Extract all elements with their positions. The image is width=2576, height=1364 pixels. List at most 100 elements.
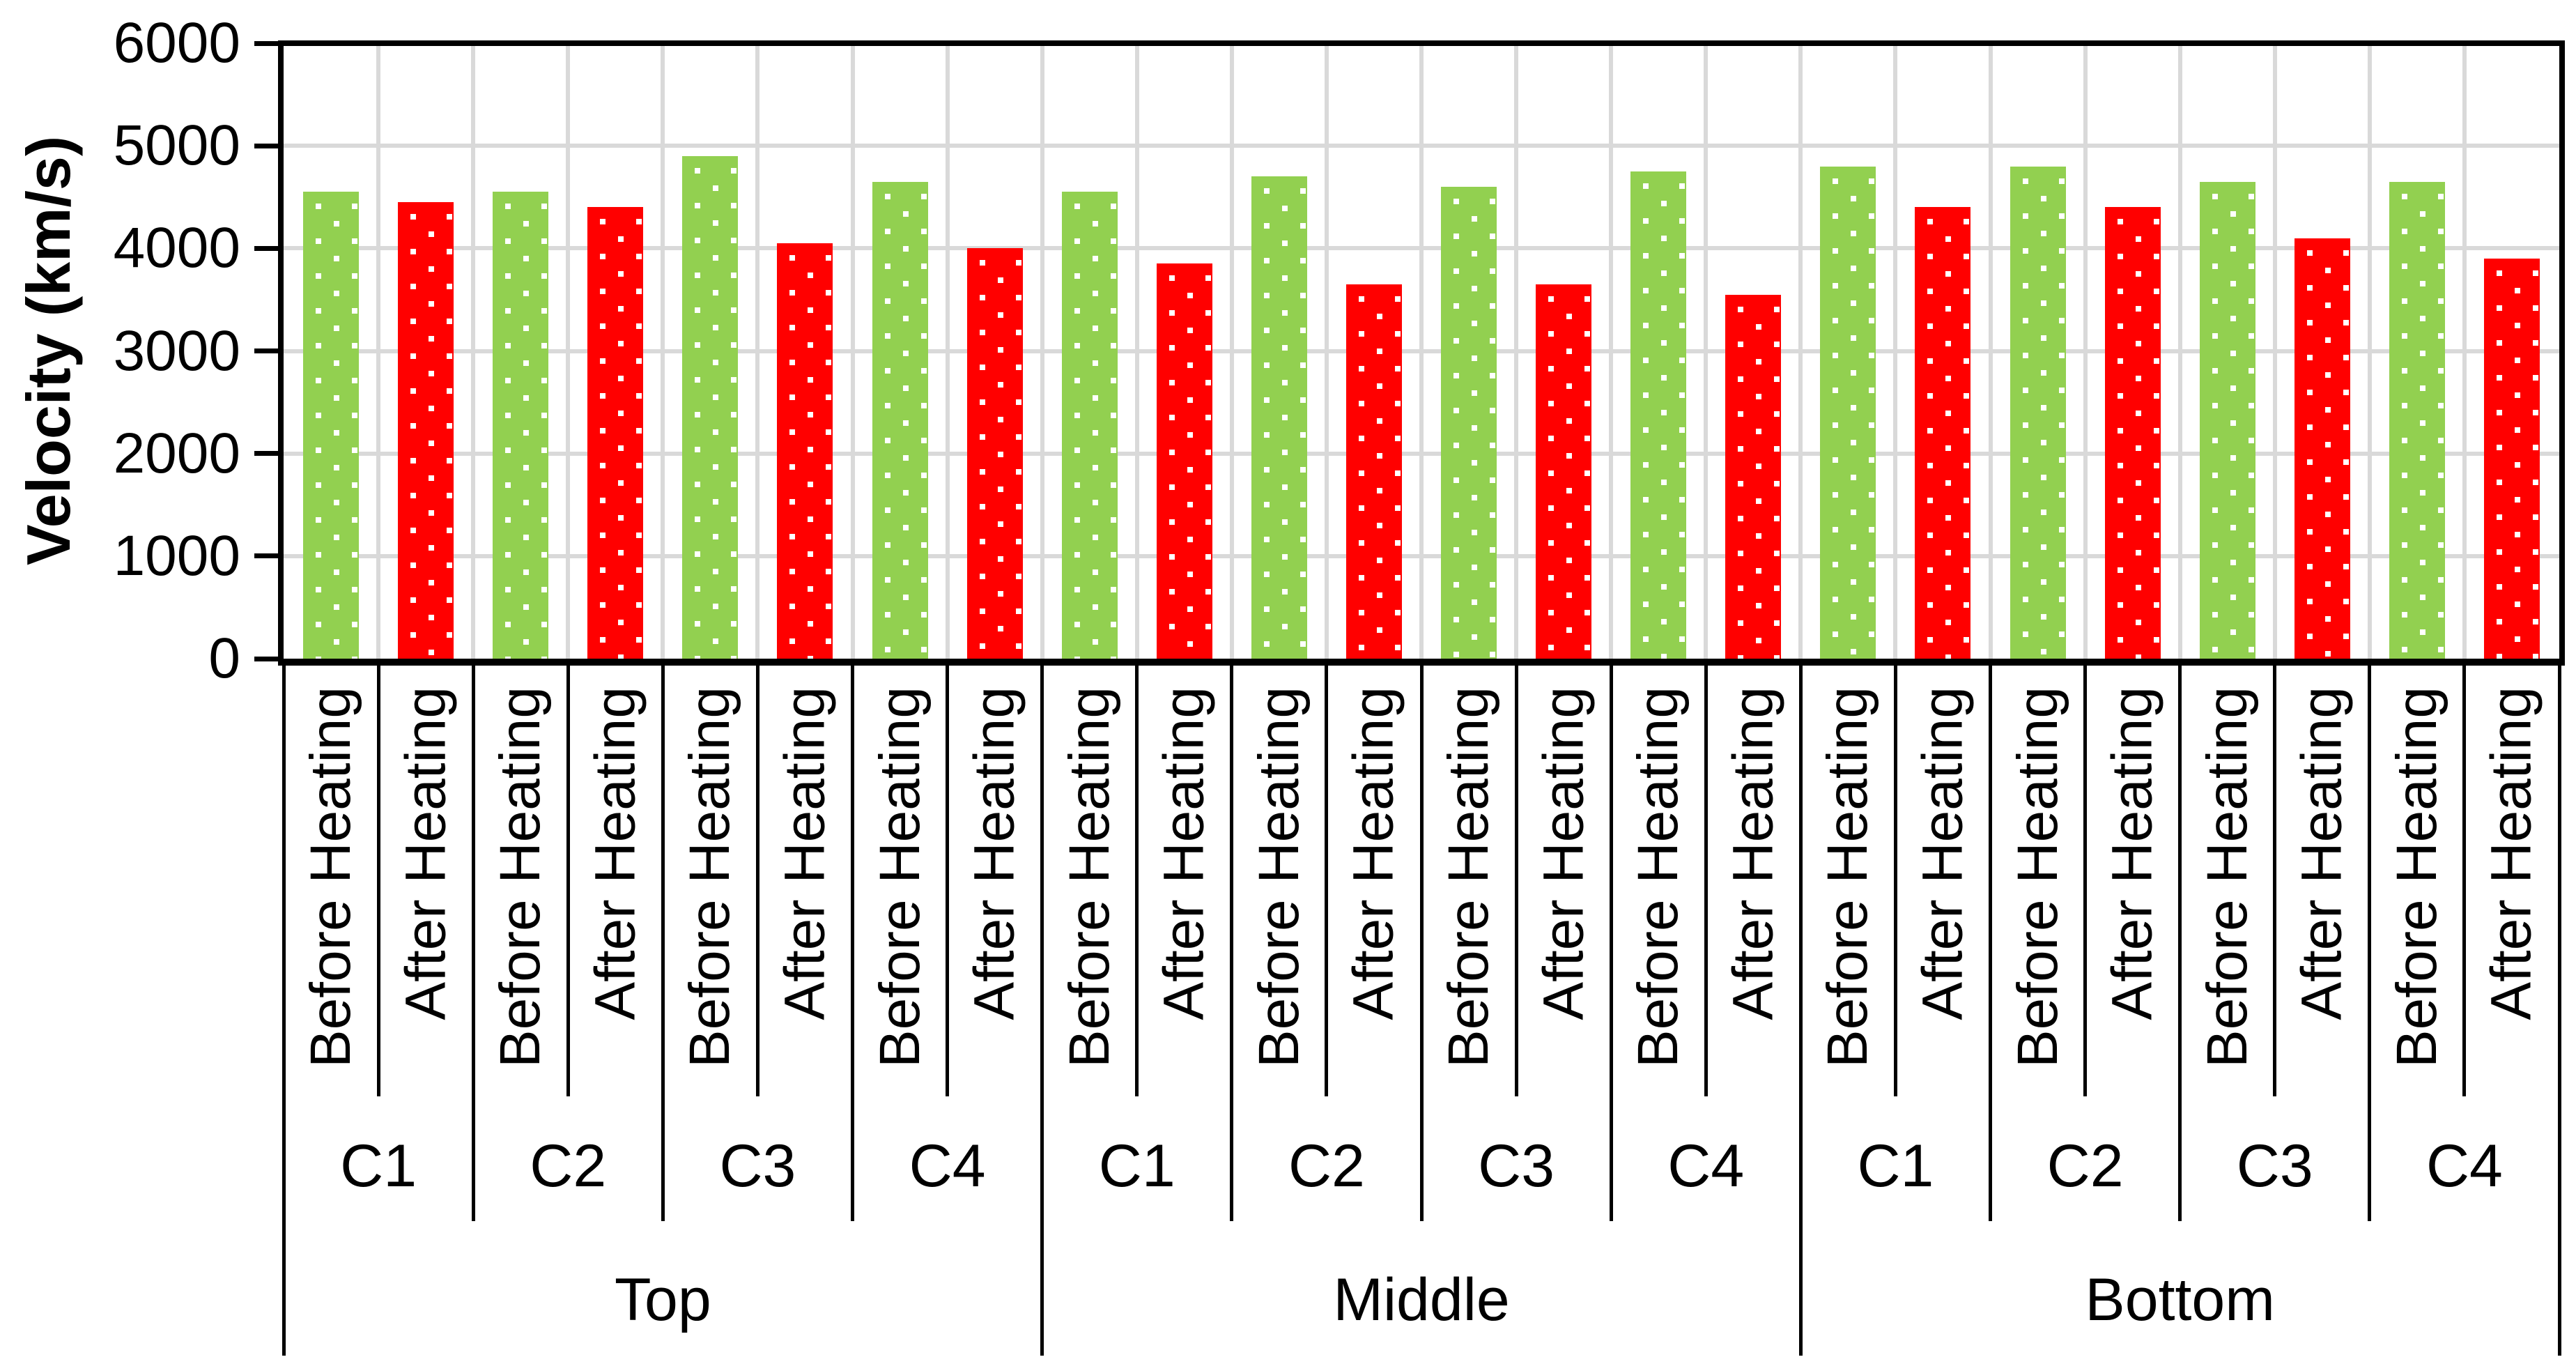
y-tick-label: 6000: [113, 11, 240, 75]
section-label: Top: [614, 1266, 711, 1333]
bar-before-heating: [872, 181, 928, 659]
bar-after-heating: [2294, 238, 2350, 659]
vertical-gridline: [471, 43, 476, 659]
vertical-gridline: [1988, 43, 1993, 659]
bar-after-heating: [2104, 207, 2161, 659]
y-tick-label: 4000: [113, 216, 240, 280]
condition-label: C1: [1857, 1133, 1934, 1200]
x-rotated-label: Before Heating: [1816, 687, 1880, 1068]
pair-divider: [2273, 659, 2277, 1096]
x-rotated-label: After Heating: [2290, 687, 2354, 1020]
bar-after-heating: [398, 202, 454, 659]
bar-after-heating: [966, 248, 1023, 659]
bar-before-heating: [1820, 166, 1876, 659]
pair-divider: [1325, 659, 1329, 1096]
vertical-gridline: [1893, 43, 1898, 659]
vertical-gridline: [1324, 43, 1329, 659]
vertical-gridline: [1040, 43, 1044, 659]
bar-before-heating: [303, 192, 360, 659]
vertical-gridline: [661, 43, 665, 659]
bar-after-heating: [1345, 284, 1402, 659]
condition-divider: [2368, 659, 2372, 1221]
x-rotated-label: After Heating: [583, 687, 647, 1020]
section-label: Middle: [1333, 1266, 1510, 1333]
y-tick-mark: [254, 553, 278, 559]
bar-before-heating: [1441, 187, 1497, 659]
vertical-gridline: [2272, 43, 2277, 659]
pair-divider: [566, 659, 570, 1096]
vertical-gridline: [850, 43, 855, 659]
y-tick-label: 5000: [113, 114, 240, 178]
bar-before-heating: [2010, 166, 2066, 659]
vertical-gridline: [2462, 43, 2467, 659]
x-rotated-label: Before Heating: [1057, 687, 1121, 1068]
x-rotated-label: Before Heating: [488, 687, 553, 1068]
condition-divider: [851, 659, 854, 1221]
condition-label: C4: [909, 1133, 986, 1200]
condition-label: C3: [719, 1133, 796, 1200]
vertical-gridline: [1609, 43, 1614, 659]
y-tick-mark: [254, 40, 278, 46]
condition-label: C1: [1098, 1133, 1175, 1200]
bar-before-heating: [2389, 181, 2445, 659]
plot-right-border: [2559, 40, 2565, 666]
bar-before-heating: [1061, 192, 1118, 659]
x-rotated-label: Before Heating: [299, 687, 363, 1068]
vertical-gridline: [945, 43, 950, 659]
x-rotated-label: Before Heating: [1437, 687, 1501, 1068]
bar-after-heating: [1536, 284, 1592, 659]
x-rotated-label: After Heating: [394, 687, 458, 1020]
y-tick-mark: [254, 245, 278, 251]
pair-divider: [1135, 659, 1139, 1096]
bar-after-heating: [777, 243, 833, 659]
section-divider: [281, 659, 286, 1356]
y-tick-mark: [254, 348, 278, 353]
x-rotated-label: After Heating: [1152, 687, 1216, 1020]
x-rotated-label: Before Heating: [867, 687, 932, 1068]
condition-divider: [1230, 659, 1234, 1221]
x-rotated-label: Before Heating: [2384, 687, 2448, 1068]
pair-divider: [946, 659, 950, 1096]
y-tick-label: 0: [208, 627, 240, 690]
bar-before-heating: [493, 192, 549, 659]
vertical-gridline: [1514, 43, 1519, 659]
x-rotated-label: Before Heating: [2195, 687, 2259, 1068]
bar-after-heating: [587, 207, 644, 659]
x-rotated-label: After Heating: [962, 687, 1026, 1020]
vertical-gridline: [2177, 43, 2182, 659]
x-rotated-label: After Heating: [1721, 687, 1785, 1020]
pair-divider: [2462, 659, 2467, 1096]
condition-label: C3: [1478, 1133, 1555, 1200]
pair-divider: [755, 659, 759, 1096]
x-rotated-label: After Heating: [2479, 687, 2543, 1020]
pair-divider: [1704, 659, 1708, 1096]
condition-label: C3: [2236, 1133, 2313, 1200]
pair-divider: [2083, 659, 2088, 1096]
pair-divider: [1514, 659, 1518, 1096]
condition-divider: [1989, 659, 1992, 1221]
section-divider: [1040, 659, 1044, 1356]
x-rotated-label: Before Heating: [1247, 687, 1311, 1068]
vertical-gridline: [1419, 43, 1424, 659]
vertical-gridline: [2083, 43, 2088, 659]
bar-after-heating: [1725, 294, 1782, 659]
bar-after-heating: [1156, 263, 1212, 659]
condition-divider: [661, 659, 665, 1221]
condition-label: C1: [340, 1133, 417, 1200]
bar-before-heating: [2199, 181, 2255, 659]
x-rotated-label: After Heating: [2100, 687, 2164, 1020]
pair-divider: [376, 659, 380, 1096]
condition-label: C2: [1288, 1133, 1365, 1200]
x-rotated-label: After Heating: [1341, 687, 1405, 1020]
vertical-gridline: [2367, 43, 2372, 659]
y-tick-label: 3000: [113, 319, 240, 383]
y-axis-line: [278, 40, 284, 666]
x-rotated-label: After Heating: [773, 687, 837, 1020]
condition-label: C4: [2425, 1133, 2503, 1200]
y-tick-mark: [254, 143, 278, 148]
y-tick-label: 2000: [113, 421, 240, 485]
condition-label: C4: [1667, 1133, 1745, 1200]
section-divider: [1798, 659, 1803, 1356]
bar-after-heating: [1915, 207, 1971, 659]
vertical-gridline: [1704, 43, 1709, 659]
